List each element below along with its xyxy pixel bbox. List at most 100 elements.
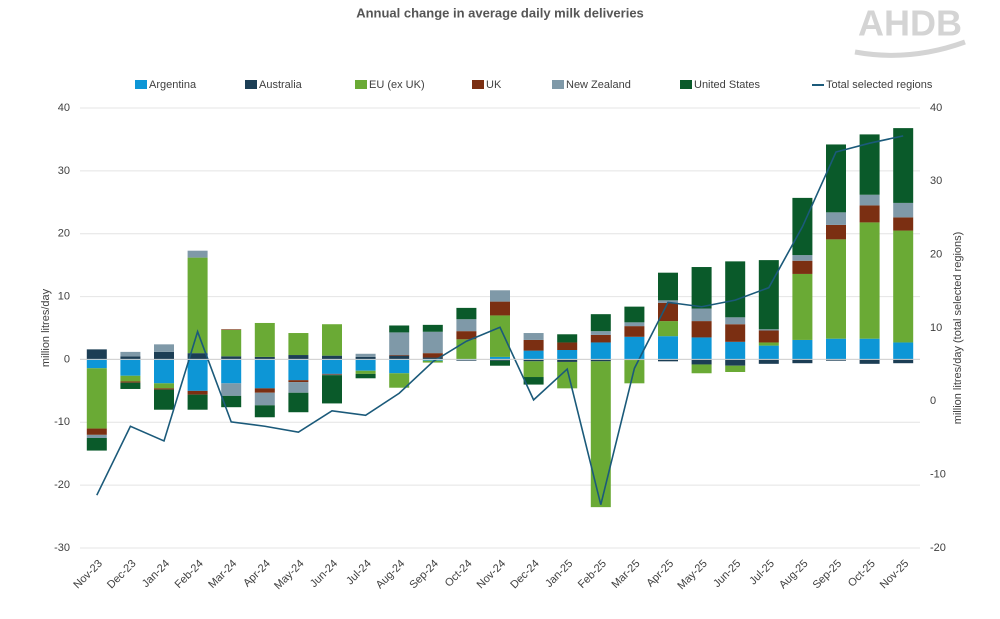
bar bbox=[893, 128, 914, 203]
bar bbox=[523, 339, 544, 351]
bar bbox=[658, 321, 678, 337]
x-tick-label: Dec-23 bbox=[105, 558, 139, 592]
y-tick-label: 40 bbox=[58, 102, 70, 114]
bar bbox=[624, 326, 645, 337]
bar bbox=[691, 267, 712, 309]
bar bbox=[254, 322, 275, 357]
bar bbox=[826, 212, 846, 225]
bar bbox=[490, 301, 510, 316]
legend-swatch bbox=[552, 80, 564, 89]
bar bbox=[154, 388, 174, 390]
bar bbox=[590, 334, 611, 343]
x-tick-label: Aug-25 bbox=[777, 558, 811, 592]
bar bbox=[187, 250, 208, 258]
bar bbox=[422, 359, 443, 361]
x-tick-label: May-25 bbox=[675, 558, 709, 592]
bar bbox=[523, 359, 544, 362]
bar bbox=[221, 329, 242, 330]
bar bbox=[859, 338, 880, 360]
bar bbox=[221, 356, 242, 360]
bar bbox=[590, 331, 611, 335]
bar bbox=[590, 359, 611, 362]
bar bbox=[86, 359, 107, 369]
bar bbox=[187, 390, 208, 395]
bar bbox=[355, 353, 376, 357]
bar bbox=[624, 336, 645, 360]
bar bbox=[590, 361, 611, 508]
y2-tick-label: 20 bbox=[930, 249, 942, 261]
bar bbox=[859, 222, 880, 339]
bar bbox=[389, 359, 410, 374]
bar bbox=[154, 351, 174, 360]
bar bbox=[288, 382, 309, 393]
bar bbox=[792, 359, 813, 364]
bar bbox=[859, 359, 880, 364]
bar bbox=[355, 359, 376, 371]
x-tick-label: Nov-24 bbox=[475, 558, 509, 592]
x-tick-label: Nov-23 bbox=[71, 558, 105, 592]
bar bbox=[658, 359, 678, 362]
bar bbox=[389, 325, 410, 333]
bar bbox=[456, 319, 477, 332]
bar bbox=[725, 317, 746, 325]
bar bbox=[893, 230, 914, 343]
y-tick-label: 20 bbox=[58, 228, 70, 240]
x-tick-label: May-24 bbox=[272, 558, 306, 592]
x-tick-label: Oct-25 bbox=[846, 558, 878, 590]
chart-title: Annual change in average daily milk deli… bbox=[356, 5, 644, 20]
bar bbox=[893, 217, 914, 231]
bar bbox=[725, 365, 746, 372]
bar bbox=[893, 342, 914, 360]
bar bbox=[86, 428, 107, 435]
x-tick-label: Nov-25 bbox=[878, 558, 912, 592]
x-tick-label: Sep-24 bbox=[407, 558, 441, 592]
bar bbox=[624, 360, 645, 384]
y2-axis-label: million litres/day (total selected regio… bbox=[952, 232, 964, 425]
x-tick-label: Jul-25 bbox=[747, 558, 777, 588]
bar bbox=[826, 338, 846, 360]
bar bbox=[322, 324, 342, 356]
bar bbox=[288, 355, 309, 360]
bar bbox=[859, 205, 880, 223]
bar bbox=[120, 375, 141, 382]
bar bbox=[422, 331, 443, 354]
bar bbox=[658, 336, 678, 360]
bar bbox=[691, 364, 712, 374]
bar bbox=[523, 361, 544, 378]
bar bbox=[288, 392, 309, 413]
bar bbox=[859, 194, 880, 206]
y-tick-label: 10 bbox=[58, 290, 70, 302]
bar bbox=[456, 307, 477, 320]
bar bbox=[422, 357, 443, 360]
bar bbox=[86, 349, 107, 360]
bar bbox=[322, 359, 342, 374]
bar bbox=[557, 350, 578, 360]
x-tick-label: Feb-24 bbox=[173, 558, 206, 591]
bar bbox=[120, 382, 141, 389]
x-tick-label: Mar-24 bbox=[206, 558, 239, 591]
x-tick-label: Jun-25 bbox=[711, 558, 743, 590]
bar bbox=[893, 359, 914, 364]
bar bbox=[456, 339, 477, 360]
bar bbox=[86, 434, 107, 438]
y2-tick-label: 30 bbox=[930, 175, 942, 187]
bar bbox=[322, 374, 342, 376]
bar bbox=[456, 360, 477, 361]
y2-tick-label: 0 bbox=[930, 395, 936, 407]
bar bbox=[590, 314, 611, 332]
bar bbox=[221, 395, 242, 408]
bar bbox=[725, 261, 746, 318]
bar bbox=[792, 273, 813, 340]
bar bbox=[221, 383, 242, 396]
bar bbox=[624, 322, 645, 327]
bar bbox=[557, 359, 578, 362]
x-tick-label: Jun-24 bbox=[308, 558, 340, 590]
x-tick-label: Jul-24 bbox=[344, 558, 374, 588]
bar bbox=[187, 359, 208, 391]
logo-swoosh bbox=[854, 39, 966, 58]
y2-tick-label: -10 bbox=[930, 469, 946, 481]
bar bbox=[826, 359, 846, 361]
bar bbox=[758, 345, 779, 360]
bar bbox=[523, 333, 544, 340]
bar bbox=[389, 355, 410, 356]
